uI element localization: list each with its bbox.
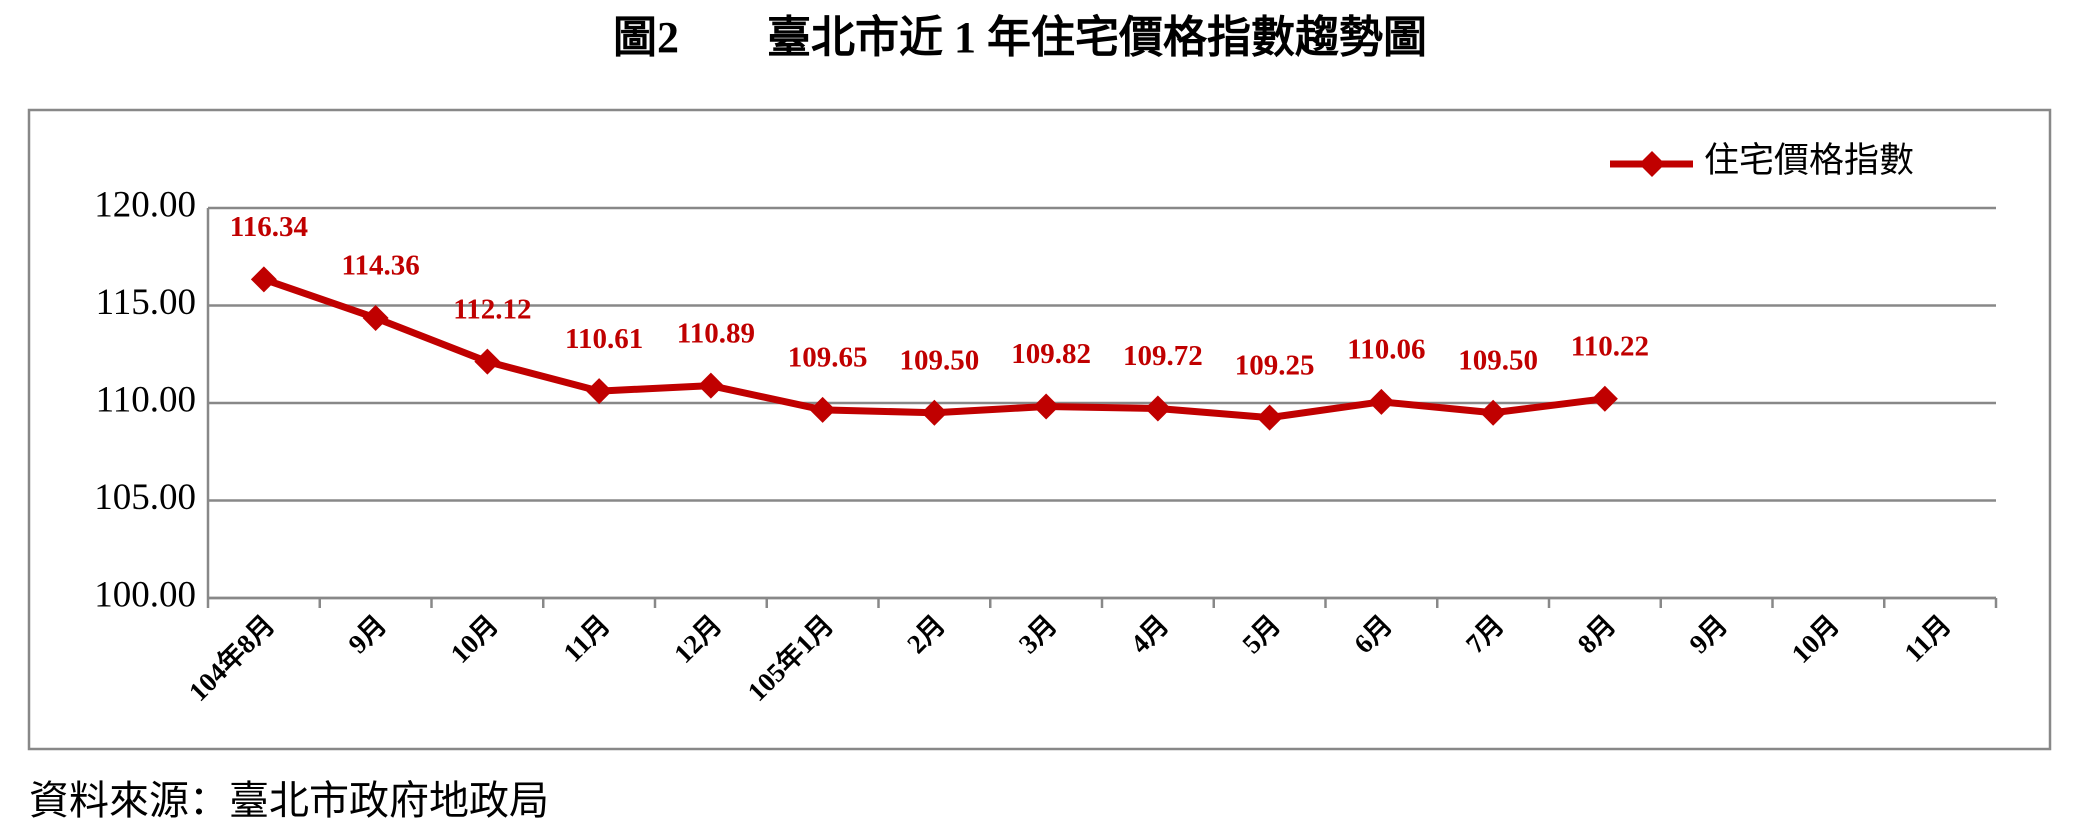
data-label: 110.61 [565,323,643,355]
data-label: 114.36 [342,250,420,282]
data-label: 110.06 [1347,333,1425,365]
source-note: 資料來源：臺北市政府地政局 [29,778,549,823]
data-marker [697,372,724,399]
legend-label: 住宅價格指數 [1704,141,1914,180]
data-marker [809,396,836,423]
data-label: 116.34 [230,211,308,243]
data-marker [474,348,501,375]
data-marker [586,378,613,405]
data-marker [1033,393,1060,420]
data-marker [1144,395,1171,422]
data-marker [1480,399,1507,426]
y-tick-label: 100.00 [94,574,196,615]
data-marker [1256,404,1283,431]
data-label: 109.25 [1235,349,1315,381]
data-label: 109.82 [1011,338,1091,370]
data-marker [1368,388,1395,415]
data-label: 109.50 [1458,344,1538,376]
y-tick-label: 110.00 [96,379,196,420]
y-tick-label: 120.00 [94,184,196,225]
data-label: 109.72 [1123,340,1203,372]
data-marker [1591,385,1618,412]
data-label: 109.50 [900,344,980,376]
chart-title: 圖2 臺北市近 1 年住宅價格指數趨勢圖 [613,13,1427,62]
data-label: 109.65 [788,341,868,373]
data-label: 110.89 [677,317,755,349]
data-marker [362,304,389,331]
y-tick-label: 115.00 [96,282,196,323]
data-label: 110.22 [1571,330,1649,362]
y-tick-label: 105.00 [94,477,196,518]
chart-frame [27,108,2052,751]
legend-marker [1639,151,1665,177]
data-marker [250,266,277,293]
data-marker [921,399,948,426]
data-label: 112.12 [453,293,531,325]
